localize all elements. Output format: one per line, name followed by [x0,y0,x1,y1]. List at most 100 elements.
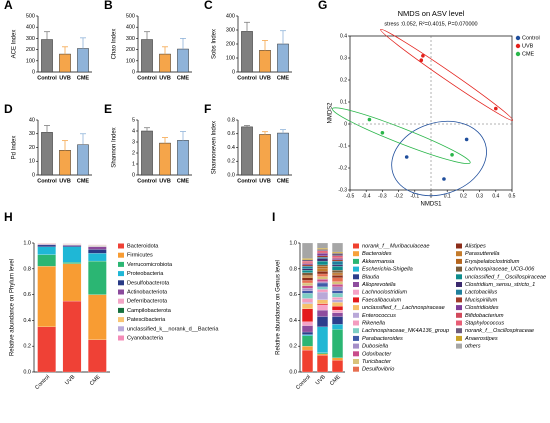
x-tick-label: UVB [159,178,171,184]
bar [159,53,171,73]
bar [259,50,271,73]
legend-label: Lachnoclostridium [362,290,407,296]
legend-swatch [118,252,124,258]
legend-swatch [118,317,124,323]
y-tick-label: 0.0 [289,369,297,375]
bar-segment [302,346,314,351]
bar-segment [317,273,329,277]
x-tick-label: Control [34,374,51,391]
y-tick-label: 0.6 [289,292,297,298]
legend-label: unclassified_f__Oscillospiraceae [465,274,546,280]
x-tick-label: CME [177,178,190,184]
legend-label: Desulfovibrio [362,367,394,373]
legend-swatch [118,280,124,286]
point [442,177,446,181]
x-tick-label: UVB [159,75,171,81]
bar-segment [332,306,344,311]
bar-segment [302,268,314,271]
bar-segment [317,268,329,272]
y-tick-label: 200 [226,41,235,47]
bar-segment [332,264,344,267]
bar-segment [317,264,329,267]
bar-segment [302,260,314,263]
legend-label: Bifidobacterium [465,313,504,319]
bar [241,31,253,73]
bar [259,134,271,176]
bar-segment [317,303,329,306]
bar-segment [37,254,56,267]
legend-label: Parabacteroides [362,336,403,342]
legend-label: norank_f__Muribaculaceae [362,243,429,249]
legend-label: Proteobacteria [127,271,164,277]
point [464,137,469,142]
bar-segment [317,248,329,250]
bar-segment [302,331,314,335]
bar-segment [62,263,82,302]
bar-segment [332,272,344,275]
y-tick-label: 0.2 [23,344,31,350]
bar-segment [37,244,56,247]
y-tick-label: 1.0 [289,240,297,246]
legend-label: Control [522,35,540,41]
y-tick-label: 0 [344,121,347,127]
bar-segment [62,246,82,263]
x-tick-label: 0.5 [509,193,516,199]
bar [241,126,253,176]
legend-label: norank_f__Oscillospiraceae [465,328,534,334]
point [419,58,424,62]
x-tick-label: CME [277,75,290,81]
legend-swatch [118,335,124,341]
bar-segment [302,334,314,336]
bar-segment [302,308,314,322]
bar [59,53,71,73]
bar-segment [332,242,344,253]
legend-label: Blautia [362,274,379,280]
legend-swatch [353,335,359,341]
y-tick-label: 300 [26,36,35,42]
y-tick-label: 0 [232,69,235,75]
x-tick-label: UVB [59,75,71,81]
bar-segment [332,260,344,266]
legend-label: Lachnospiraceae_NK4A136_group [362,328,449,334]
bar-segment [317,353,329,356]
bar-segment [317,251,329,254]
chart-subtitle: stress :0.052, R²=0.4015, P=0.070000 [384,21,477,27]
x-tick-label: Control [237,178,257,184]
legend-swatch [456,274,462,280]
legend-label: Turicibacter [362,359,392,365]
bar-segment [317,316,329,327]
point [367,117,372,122]
bar-segment [332,273,344,276]
bar-segment [317,255,329,258]
bar-segment [332,266,344,271]
legend-label: Deferribacterota [127,299,168,305]
bar [277,132,289,176]
x-tick-label: Control [237,75,257,81]
legend-label: Anaerostipes [464,336,498,342]
y-tick-label: 100 [226,55,235,61]
y-tick-label: 0.8 [23,266,31,272]
legend-swatch [456,266,462,272]
y-tick-label: 0.0 [23,369,31,375]
y-tick-label: 30 [29,131,35,137]
bar [141,39,153,73]
legend-swatch [353,366,359,372]
x-tick-label: Control [137,178,157,184]
bar-segment [332,269,344,273]
bar-segment [317,249,329,251]
legend-swatch [456,305,462,311]
x-tick-label: CME [77,75,90,81]
bar-segment [332,309,344,313]
legend-label: Erysipelatoclostridium [465,259,520,265]
x-tick-label: CME [89,374,102,387]
legend-swatch [118,261,124,267]
y-axis-label: Relative abundance on Phylum level [10,259,16,356]
y-axis-label: Chao Index [112,29,118,60]
y-tick-label: 0.0 [227,172,235,178]
bar-segment [88,249,107,254]
y-tick-label: 0.2 [227,159,235,165]
legend-swatch [353,328,359,334]
bar-segment [317,258,329,262]
legend-swatch [456,282,462,287]
y-tick-label: 0.2 [289,344,297,350]
